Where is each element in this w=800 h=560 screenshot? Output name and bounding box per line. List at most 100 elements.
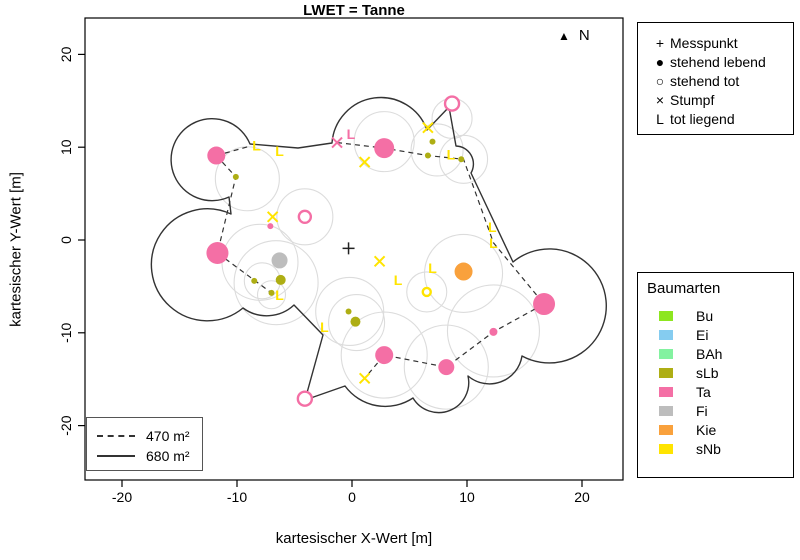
filled-circle-icon: ● <box>655 53 665 70</box>
x-tick-label: -10 <box>227 489 247 505</box>
legend-species-item: Kie <box>647 420 793 439</box>
crown-circle <box>403 324 489 410</box>
species-color-swatch <box>659 424 673 435</box>
tree-dead-lying: L <box>394 272 403 288</box>
tree-living <box>489 327 498 336</box>
tree-dead-lying: L <box>275 143 284 159</box>
x-tick-label: 10 <box>459 489 475 505</box>
legend-symbols-label: Messpunkt <box>670 34 738 51</box>
north-arrow-icon: ▲ <box>558 28 570 43</box>
crown-circle <box>328 294 386 352</box>
crown-circle <box>410 123 464 177</box>
species-code-label: Ta <box>696 383 711 400</box>
legend-species-item: Ei <box>647 325 793 344</box>
tree-dead-lying: L <box>275 287 284 303</box>
tree-dead-lying: L <box>488 219 497 235</box>
crown-circle <box>446 284 541 378</box>
tree-dead-lying: L <box>320 319 329 335</box>
legend-symbols-label: stehend lebend <box>670 53 766 70</box>
species-code-label: BAh <box>696 345 723 362</box>
tree-living <box>345 308 352 315</box>
y-tick-label: 0 <box>58 236 74 244</box>
tree-living <box>438 359 455 376</box>
tree-living <box>454 262 473 281</box>
crown-circle <box>406 271 448 313</box>
legend-symbols-label: stehend tot <box>670 72 740 89</box>
x-tick-label: -20 <box>112 489 132 505</box>
species-color-swatch <box>659 310 673 321</box>
solid-line-sample <box>97 455 135 457</box>
stump-cross-icon <box>373 255 386 268</box>
tree-dead-standing <box>297 209 313 225</box>
tree-dead-lying: L <box>347 126 356 142</box>
cross-icon: × <box>655 91 665 108</box>
crown-circle <box>276 188 334 246</box>
crown-circle <box>340 311 428 399</box>
area-label: 680 m² <box>146 448 190 464</box>
tree-dead-lying: L <box>428 260 437 276</box>
crown-circle <box>315 276 385 347</box>
y-tick-label: 20 <box>58 46 74 62</box>
species-code-label: Ei <box>696 326 709 343</box>
legend-symbols-item: ● stehend lebend <box>650 52 793 71</box>
stump-cross-icon <box>331 136 343 149</box>
tree-dead-standing <box>443 95 461 112</box>
north-indicator: ▲ N <box>558 27 590 44</box>
species-color-swatch <box>659 405 673 416</box>
tree-living <box>232 173 239 180</box>
plot-frame <box>84 17 624 481</box>
crown-circle <box>353 111 415 173</box>
x-tick-label: 20 <box>574 489 590 505</box>
crown-circle <box>214 146 280 212</box>
boundary-680 <box>150 96 607 414</box>
crown-circle <box>233 240 319 326</box>
species-color-swatch <box>659 443 673 454</box>
north-label: N <box>578 27 590 44</box>
legend-symbols-item: × Stumpf <box>650 90 793 109</box>
tree-living <box>268 289 275 296</box>
legend-species-item: sNb <box>647 439 793 458</box>
legend-species-item: sLb <box>647 363 793 382</box>
legend-species-item: BAh <box>647 344 793 363</box>
tree-living <box>458 156 465 163</box>
species-code-label: sLb <box>696 364 719 381</box>
legend-symbols-label: tot liegend <box>670 110 735 127</box>
y-axis-label: kartesischer Y-Wert [m] <box>7 172 25 327</box>
tree-living <box>207 146 226 165</box>
legend-symbols-item: + Messpunkt <box>650 33 793 52</box>
species-color-swatch <box>659 348 673 359</box>
tree-dead-lying: L <box>489 235 498 251</box>
stump-cross-icon <box>422 122 434 134</box>
legend-area-item: 680 m² <box>97 446 202 466</box>
y-tick-label: -10 <box>58 322 74 342</box>
legend-species: Baumarten Bu Ei BAh sLb Ta Fi Kie sNb <box>637 272 794 478</box>
tree-living <box>375 346 394 365</box>
legend-species-item: Ta <box>647 382 793 401</box>
legend-symbols: + Messpunkt ● stehend lebend ○ stehend tot × St… <box>637 22 794 135</box>
species-color-swatch <box>659 386 673 397</box>
boundary-470 <box>336 141 545 379</box>
tree-living <box>275 274 286 285</box>
dashed-line-sample <box>97 435 135 437</box>
tree-living <box>206 241 229 264</box>
plus-icon: + <box>655 34 665 51</box>
species-color-swatch <box>659 329 673 340</box>
stump-cross-icon <box>266 211 279 223</box>
tree-dead-lying: L <box>447 147 456 163</box>
species-code-label: sNb <box>696 440 721 457</box>
tree-living <box>374 138 395 159</box>
legend-symbols-label: Stumpf <box>670 91 715 108</box>
crown-circle <box>256 280 287 310</box>
legend-area-item: 470 m² <box>97 426 202 446</box>
open-circle-icon: ○ <box>655 72 665 89</box>
crown-circle <box>423 233 504 313</box>
plot-title: LWET = Tanne <box>303 2 405 19</box>
tree-dead-standing <box>421 286 432 298</box>
legend-species-item: Bu <box>647 306 793 325</box>
x-axis-label: kartesischer X-Wert [m] <box>275 530 433 547</box>
tree-living <box>424 152 431 159</box>
tree-living <box>251 277 258 284</box>
tree-living <box>429 138 436 145</box>
x-tick-label: 0 <box>348 489 356 505</box>
